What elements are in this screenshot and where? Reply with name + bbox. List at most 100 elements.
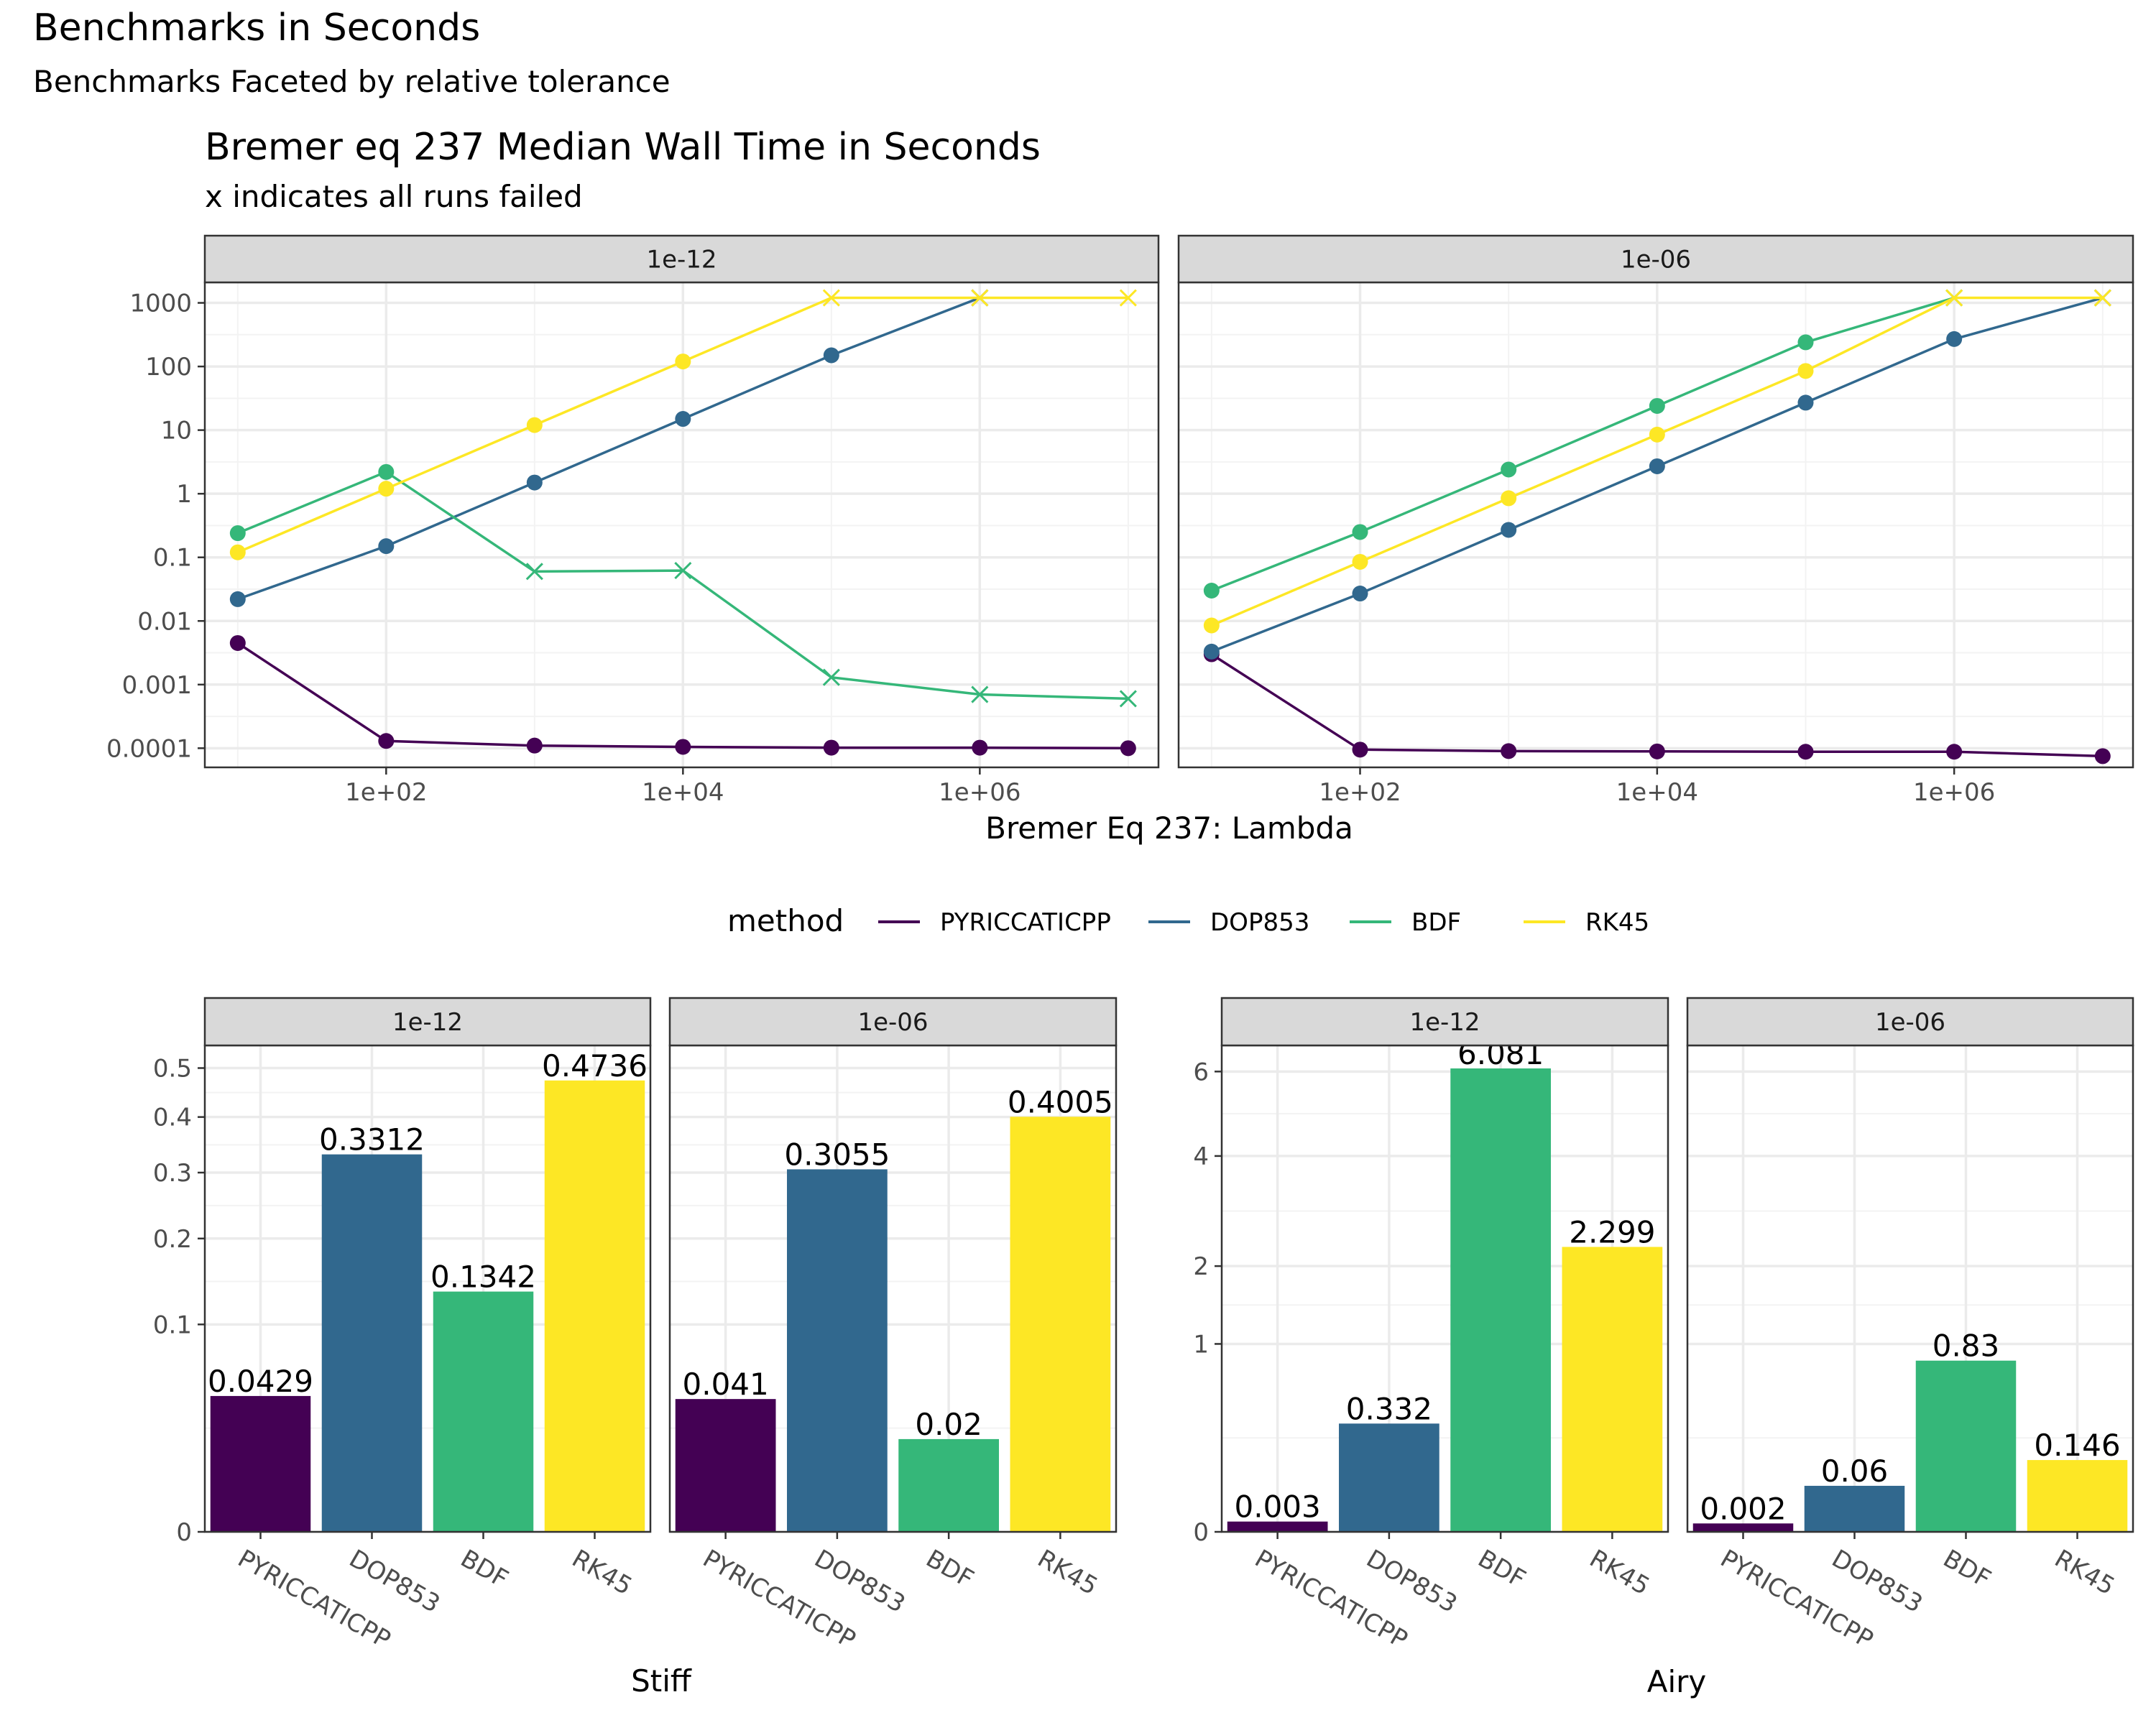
y-tick-label: 1 (176, 480, 192, 509)
bar-value-label: 0.02 (915, 1407, 982, 1442)
data-point-PYRICCATICPP (1946, 744, 1963, 760)
x-tick-label: 1e+06 (1913, 778, 1995, 807)
x-tick-label: 1e+06 (939, 778, 1021, 807)
data-point-PYRICCATICPP (1797, 744, 1814, 760)
data-point-PYRICCATICPP (526, 737, 543, 754)
facet-strip-label: 1e-12 (1409, 1008, 1480, 1037)
bar-value-label: 0.83 (1932, 1329, 2000, 1364)
x-tick-label: 1e+04 (1616, 778, 1698, 807)
facet-strip (1177, 234, 2134, 284)
bar-value-label: 0.4736 (542, 1048, 648, 1084)
data-point-RK45 (1203, 617, 1220, 634)
plots: 1e-12 1e+02 1e+04 1e+06 0.0001 0.001 0.01 0.1 1 1… (106, 234, 2134, 1655)
data-point-RK45 (1352, 553, 1368, 570)
data-point-PYRICCATICPP (1120, 740, 1136, 757)
data-point-PYRICCATICPP (2094, 748, 2111, 764)
figure-subtitle: Benchmarks Faceted by relative tolerance (33, 64, 671, 99)
bar-RK45 (1562, 1247, 1663, 1532)
data-point-PYRICCATICPP (972, 739, 988, 756)
y-tick-label: 0 (1193, 1518, 1209, 1547)
facet-strip-label: 1e-12 (392, 1008, 463, 1037)
data-point-DOP853 (1797, 394, 1814, 411)
bar-BDF (898, 1438, 999, 1532)
bar-DOP853 (1804, 1485, 1905, 1532)
y-tick-label: 100 (145, 353, 192, 382)
data-point-PYRICCATICPP (1352, 741, 1368, 758)
bar-PYRICCATICPP (675, 1399, 776, 1532)
line-chart-title: Bremer eq 237 Median Wall Time in Second… (205, 126, 1041, 169)
legend-title: method (727, 903, 844, 938)
failed-point-BDF (822, 668, 840, 686)
failed-point-RK45 (1119, 289, 1137, 307)
failed-point-BDF (971, 685, 989, 703)
y-tick-label: 0 (176, 1518, 192, 1547)
y-tick-label: 0.2 (153, 1225, 192, 1254)
line-facet-1e-06: 1e-06 1e+02 1e+04 1e+06 (1177, 234, 2134, 807)
failed-point-RK45 (1945, 289, 1963, 307)
legend-label-BDF: BDF (1411, 908, 1461, 937)
failed-point-RK45 (2093, 289, 2111, 307)
line-chart-x-axis-label: Bremer Eq 237: Lambda (985, 810, 1353, 846)
y-tick-label: 4 (1193, 1142, 1209, 1171)
facet-strip-label: 1e-12 (646, 246, 717, 274)
bar-DOP853 (787, 1169, 888, 1532)
legend-label-PYRICCATICPP: PYRICCATICPP (940, 908, 1111, 937)
data-point-BDF (1352, 524, 1368, 540)
bar-value-label: 0.4005 (1008, 1084, 1113, 1119)
bar-PYRICCATICPP (1227, 1521, 1328, 1532)
bar-value-label: 0.3055 (784, 1137, 890, 1172)
y-tick-label: 0.1 (153, 1311, 192, 1339)
bar-BDF (1915, 1360, 2017, 1532)
data-point-BDF (1501, 461, 1517, 478)
bar-BDF (433, 1291, 534, 1532)
y-tick-label: 0.4 (153, 1104, 192, 1132)
bar-DOP853 (1339, 1423, 1439, 1532)
facet-strip-label: 1e-06 (1875, 1008, 1945, 1037)
data-point-BDF (1649, 397, 1665, 414)
y-tick-label: 6 (1193, 1058, 1209, 1086)
data-point-DOP853 (526, 474, 543, 491)
x-tick-label: 1e+04 (642, 778, 724, 807)
facet-strip (203, 997, 652, 1047)
y-tick-label: 10 (161, 417, 192, 445)
data-point-DOP853 (1203, 643, 1220, 660)
x-tick-label: 1e+02 (1319, 778, 1401, 807)
bar-facet-Stiff-1e-12: 0.04290.33120.13420.47361e-12PYRICCATICP… (153, 997, 652, 1655)
data-point-PYRICCATICPP (378, 733, 395, 749)
data-point-DOP853 (1649, 458, 1665, 474)
data-point-BDF (229, 525, 246, 542)
y-tick-label: 0.001 (122, 671, 192, 700)
data-point-DOP853 (1501, 522, 1517, 538)
bar-PYRICCATICPP (1692, 1523, 1794, 1532)
data-point-RK45 (1649, 426, 1665, 443)
bar-value-label: 0.146 (2034, 1428, 2120, 1463)
bar-value-label: 0.003 (1235, 1489, 1321, 1525)
bar-value-label: 0.06 (1821, 1454, 1889, 1489)
data-point-RK45 (526, 417, 543, 433)
failed-point-BDF (1119, 690, 1137, 708)
y-tick-label: 0.5 (153, 1055, 192, 1084)
data-point-BDF (1203, 583, 1220, 599)
facet-strip (1220, 997, 1669, 1047)
failed-point-BDF (525, 563, 543, 581)
bar-value-label: 0.332 (1346, 1391, 1432, 1426)
data-point-DOP853 (1946, 331, 1963, 347)
y-tick-label: 1000 (129, 290, 192, 318)
data-point-BDF (378, 463, 395, 480)
y-tick-label: 0.0001 (106, 734, 192, 763)
failed-point-RK45 (971, 289, 989, 307)
stiff-x-axis-label: Stiff (631, 1663, 692, 1699)
bar-BDF (1450, 1068, 1551, 1532)
y-tick-label: 0.01 (137, 607, 192, 636)
legend: PYRICCATICPP DOP853 BDF RK45 (878, 908, 1649, 937)
bar-RK45 (544, 1080, 645, 1532)
x-tick-label: 1e+02 (345, 778, 427, 807)
facet-strip (203, 234, 1160, 284)
facet-strip-label: 1e-06 (857, 1008, 928, 1037)
series-line-DOP853 (237, 296, 980, 601)
bar-RK45 (2027, 1460, 2128, 1532)
data-point-DOP853 (823, 347, 839, 364)
bar-value-label: 0.3312 (319, 1122, 425, 1158)
